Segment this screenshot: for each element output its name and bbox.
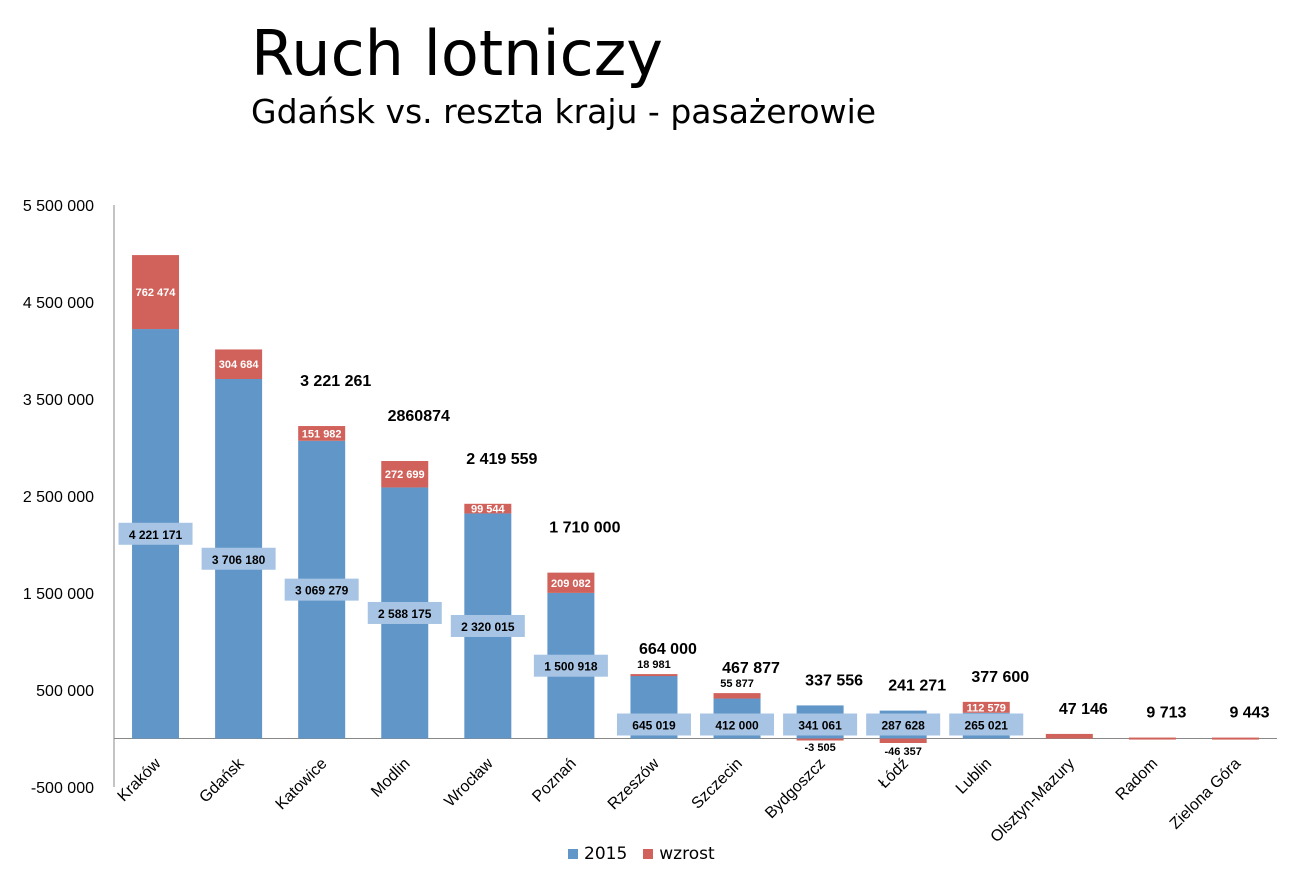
label-2015: 265 021 bbox=[965, 719, 1009, 733]
legend-item-2015: 2015 bbox=[568, 844, 627, 864]
label-total: 1 710 000 bbox=[549, 520, 620, 537]
x-tick-label: Katowice bbox=[273, 755, 331, 813]
label-box-2015 bbox=[616, 713, 691, 736]
y-tick-label: 3 500 000 bbox=[23, 392, 94, 409]
label-total: 377 600 bbox=[971, 669, 1029, 686]
x-tick-label: Radom bbox=[1113, 755, 1161, 803]
bar-wzrost-lublin bbox=[962, 701, 1010, 713]
y-tick-label: 500 000 bbox=[36, 683, 94, 700]
x-tick-label: Poznań bbox=[529, 755, 579, 805]
y-tick-label: 5 500 000 bbox=[23, 198, 94, 215]
x-tick-label: Lublin bbox=[953, 755, 995, 797]
x-tick-label: Zielona Góra bbox=[1167, 755, 1244, 832]
label-2015: 1 500 918 bbox=[544, 660, 598, 674]
chart-subtitle: Gdańsk vs. reszta kraju - pasażerowie bbox=[251, 92, 877, 131]
label-total: 2860874 bbox=[388, 408, 450, 425]
label-2015: 412 000 bbox=[715, 719, 759, 733]
label-total: 9 443 bbox=[1229, 705, 1269, 722]
label-total: 3 221 261 bbox=[300, 373, 371, 390]
legend: 2015 wzrost bbox=[568, 844, 715, 864]
label-wzrost: 18 981 bbox=[637, 659, 671, 671]
label-total: 9 713 bbox=[1146, 705, 1186, 722]
legend-item-wzrost: wzrost bbox=[643, 844, 715, 864]
label-2015: 341 061 bbox=[798, 719, 842, 733]
x-tick-label: Modlin bbox=[368, 755, 413, 800]
label-box-2015 bbox=[201, 547, 276, 570]
x-tick-label: Gdańsk bbox=[196, 755, 248, 807]
label-box-2015 bbox=[284, 578, 359, 601]
legend-label-wzrost: wzrost bbox=[659, 844, 715, 864]
y-tick-label: 1 500 000 bbox=[23, 586, 94, 603]
x-tick-label: Wrocław bbox=[441, 755, 497, 811]
label-total: 664 000 bbox=[639, 641, 697, 658]
label-2015: 645 019 bbox=[632, 719, 676, 733]
x-tick-label: Rzeszów bbox=[605, 755, 663, 813]
label-2015: 2 320 015 bbox=[461, 620, 515, 634]
label-wzrost: -46 357 bbox=[885, 746, 922, 758]
x-tick-label: Szczecin bbox=[689, 755, 746, 812]
bar-wzrost-gdansk bbox=[215, 349, 263, 380]
label-2015: 287 628 bbox=[881, 719, 925, 733]
label-wzrost: 304 684 bbox=[219, 359, 260, 371]
x-tick-label: Bydgoszcz bbox=[762, 755, 829, 822]
label-wzrost: 762 474 bbox=[136, 287, 177, 299]
label-total: 47 146 bbox=[1059, 701, 1108, 718]
label-wzrost: 272 699 bbox=[385, 469, 425, 481]
y-tick-label: 2 500 000 bbox=[23, 489, 94, 506]
chart-title: Ruch lotniczy bbox=[251, 17, 663, 90]
label-box-2015 bbox=[450, 614, 525, 637]
y-tick-label: -500 000 bbox=[31, 780, 94, 797]
label-wzrost: -3 505 bbox=[805, 742, 836, 754]
label-2015: 3 069 279 bbox=[295, 584, 349, 598]
bar-wzrost-modlin bbox=[381, 460, 429, 488]
label-wzrost: 209 082 bbox=[551, 578, 591, 590]
bar-wzrost-olsztyn-mazury bbox=[1045, 733, 1093, 739]
x-tick-label: Olsztyn-Mazury bbox=[988, 755, 1079, 846]
bar-wzrost-poznan bbox=[547, 572, 595, 593]
label-total: 241 271 bbox=[888, 678, 946, 695]
x-tick-label: Kraków bbox=[115, 755, 165, 805]
label-wzrost: 151 982 bbox=[302, 428, 342, 440]
legend-swatch-2015 bbox=[568, 849, 578, 859]
label-box-2015 bbox=[949, 713, 1024, 736]
label-wzrost: 112 579 bbox=[967, 702, 1006, 714]
label-total: 467 877 bbox=[722, 660, 780, 677]
bar-wzrost-zielona-gora bbox=[1211, 737, 1259, 740]
label-2015: 4 221 171 bbox=[129, 528, 183, 542]
x-tick-label: Łódź bbox=[875, 755, 912, 792]
label-total: 2 419 559 bbox=[466, 451, 537, 468]
label-box-2015 bbox=[866, 713, 941, 736]
bar-wzrost-krakow bbox=[132, 255, 180, 330]
label-2015: 3 706 180 bbox=[212, 553, 266, 567]
label-wzrost: 99 544 bbox=[471, 504, 506, 516]
bar-wzrost-radom bbox=[1128, 737, 1176, 740]
label-box-2015 bbox=[533, 654, 608, 677]
bar-wzrost-bydgoszcz bbox=[796, 738, 844, 741]
bar-wzrost-wroclaw bbox=[464, 503, 512, 514]
label-wzrost: 55 877 bbox=[720, 678, 754, 690]
label-total: 337 556 bbox=[805, 672, 863, 689]
y-tick-label: 4 500 000 bbox=[23, 295, 94, 312]
bar-wzrost-szczecin bbox=[713, 693, 761, 699]
label-box-2015 bbox=[700, 713, 775, 736]
label-box-2015 bbox=[367, 601, 442, 624]
bar-wzrost-rzeszow bbox=[630, 674, 678, 677]
legend-swatch-wzrost bbox=[643, 849, 654, 859]
bar-wzrost-katowice bbox=[298, 426, 346, 441]
label-2015: 2 588 175 bbox=[378, 607, 432, 621]
legend-label-2015: 2015 bbox=[584, 844, 628, 864]
label-box-2015 bbox=[783, 713, 858, 736]
bar-wzrost-lodz bbox=[879, 738, 927, 743]
label-box-2015 bbox=[118, 522, 193, 545]
